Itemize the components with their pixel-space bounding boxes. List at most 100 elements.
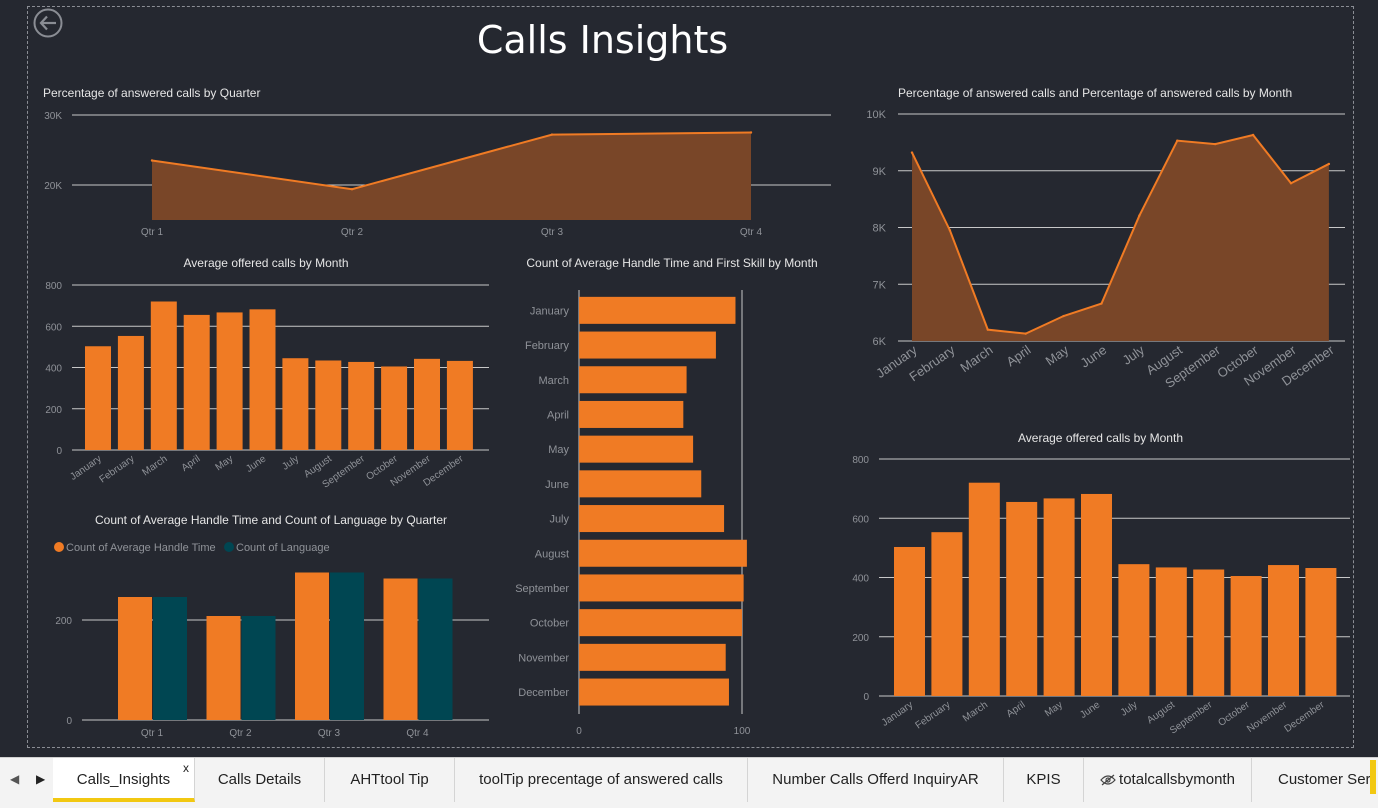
bar xyxy=(418,578,453,720)
y-tick-label: 6K xyxy=(873,336,887,348)
data-point xyxy=(1138,214,1141,217)
y-tick-label: 0 xyxy=(56,446,62,457)
bar xyxy=(282,358,309,450)
tab-number-calls-offerd[interactable]: Number Calls Offerd InquiryAR xyxy=(748,758,1004,802)
legend-label: Count of Language xyxy=(236,542,330,554)
x-tick-label: 0 xyxy=(576,726,582,737)
eye-slash-icon xyxy=(1100,774,1116,786)
data-point xyxy=(1327,162,1331,166)
y-tick-label: July xyxy=(549,514,569,526)
bar xyxy=(579,643,726,671)
data-point xyxy=(910,151,914,154)
y-tick-label: November xyxy=(518,652,569,664)
x-tick-label: Qtr 2 xyxy=(229,728,252,739)
y-tick-label: 600 xyxy=(852,514,869,525)
y-tick-label: June xyxy=(545,479,569,491)
chart-title-quarter-area: Percentage of answered calls by Quarter xyxy=(43,86,261,100)
chevron-left-icon[interactable]: ◀ xyxy=(10,772,20,786)
x-tick-label: March xyxy=(957,342,995,375)
tab-kpis[interactable]: KPIS xyxy=(1004,758,1084,802)
bar xyxy=(206,616,241,720)
y-tick-label: May xyxy=(548,444,569,456)
data-point xyxy=(550,133,554,136)
y-tick-label: 800 xyxy=(45,281,62,292)
data-point xyxy=(986,328,989,331)
bar xyxy=(579,435,694,463)
data-point xyxy=(749,131,753,134)
bar xyxy=(249,309,276,450)
legend-label: Count of Average Handle Time xyxy=(66,542,216,554)
bar xyxy=(1268,565,1299,696)
y-tick-label: April xyxy=(547,409,569,421)
report-frame xyxy=(27,6,1354,748)
tab-totalcallsbymonth[interactable]: totalcallsbymonth xyxy=(1084,758,1252,802)
tab-calls-insights[interactable]: Calls_Insights x xyxy=(53,758,195,802)
x-tick-label: April xyxy=(1005,699,1028,719)
x-tick-label: February xyxy=(98,453,137,485)
back-arrow-icon[interactable] xyxy=(33,8,63,38)
x-tick-label: Qtr 2 xyxy=(341,227,364,238)
x-tick-label: August xyxy=(1145,699,1177,726)
y-tick-label: 0 xyxy=(66,716,72,727)
page-title: Calls Insights xyxy=(476,18,729,62)
tab-label: toolTip precentage of answered calls xyxy=(479,771,723,788)
bar xyxy=(330,572,364,720)
x-tick-label: Qtr 3 xyxy=(318,728,341,739)
bar xyxy=(1155,567,1187,696)
bar xyxy=(216,312,243,450)
chart-title-month-bar-left: Average offered calls by Month xyxy=(183,256,349,270)
series-line xyxy=(911,133,1330,335)
y-tick-label: September xyxy=(515,583,569,595)
report-canvas: Calls Insights Percentage of answered ca… xyxy=(0,0,1378,757)
bar xyxy=(579,366,687,394)
tab-customer-serv[interactable]: Customer Serv xyxy=(1252,758,1370,802)
data-point xyxy=(1289,182,1293,185)
x-tick-label: June xyxy=(1078,699,1102,721)
bar xyxy=(1081,493,1112,696)
bar xyxy=(118,597,152,720)
bar xyxy=(1305,568,1337,696)
close-tab-icon[interactable]: x xyxy=(183,761,189,775)
area-fill xyxy=(152,132,751,220)
bar xyxy=(968,482,1000,696)
x-tick-label: July xyxy=(1120,342,1148,368)
bar xyxy=(931,532,963,696)
tab-calls-details[interactable]: Calls Details xyxy=(195,758,325,802)
y-tick-label: 9K xyxy=(873,166,887,178)
y-tick-label: 200 xyxy=(45,405,62,416)
y-tick-label: 0 xyxy=(863,692,869,703)
y-tick-label: December xyxy=(518,687,569,699)
legend-marker xyxy=(54,542,64,552)
x-tick-label: February xyxy=(914,699,953,731)
series-line xyxy=(151,131,752,191)
x-tick-label: March xyxy=(961,699,990,724)
bar xyxy=(579,296,736,324)
y-tick-label: 400 xyxy=(45,364,62,375)
tab-ahttool-tip[interactable]: AHTtool Tip xyxy=(325,758,455,802)
data-point xyxy=(1176,139,1179,142)
x-tick-label: November xyxy=(1245,699,1290,735)
data-point xyxy=(1024,332,1027,335)
bar xyxy=(579,539,747,567)
bar xyxy=(117,335,144,450)
y-tick-label: 7K xyxy=(873,279,887,291)
x-tick-label: June xyxy=(1078,342,1110,370)
y-tick-label: 10K xyxy=(866,109,886,121)
bar xyxy=(150,301,177,450)
chevron-right-icon[interactable]: ▶ xyxy=(36,772,46,786)
bar xyxy=(315,360,342,450)
data-point xyxy=(948,229,952,232)
y-tick-label: 400 xyxy=(852,574,869,585)
x-tick-label: September xyxy=(1168,699,1215,736)
tab-tooltip-percentage[interactable]: toolTip precentage of answered calls xyxy=(455,758,748,802)
x-tick-label: Qtr 4 xyxy=(406,728,429,739)
bar xyxy=(1230,576,1262,696)
legend-marker xyxy=(224,542,234,552)
y-tick-label: August xyxy=(535,548,569,560)
bar xyxy=(1118,564,1150,696)
x-tick-label: January xyxy=(880,699,915,728)
tab-label: Calls Details xyxy=(217,771,302,788)
data-point xyxy=(1062,314,1065,318)
y-tick-label: 600 xyxy=(45,322,62,333)
bar xyxy=(579,505,725,533)
